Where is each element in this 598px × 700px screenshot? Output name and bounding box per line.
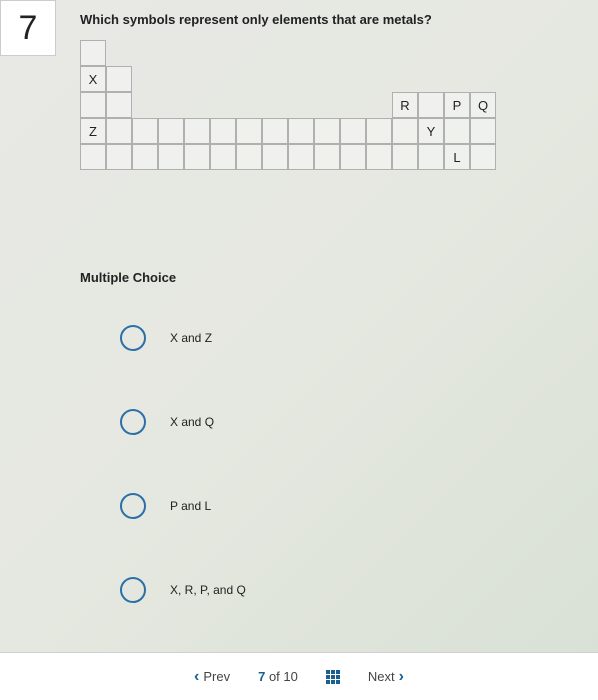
ptable-cell [236,118,262,144]
ptable-cell [470,118,496,144]
ptable-cell [158,118,184,144]
ptable-cell [366,144,392,170]
footer-nav: ‹ Prev 7 of 10 Next › [0,652,598,700]
choice-row[interactable]: X and Q [120,409,246,435]
choice-label: X and Q [170,415,214,429]
radio-button[interactable] [120,325,146,351]
ptable-cell [80,40,106,66]
ptable-cell [106,144,132,170]
grid-icon[interactable] [326,670,340,684]
page-counter: 7 of 10 [258,669,298,684]
current-page: 7 [258,669,265,684]
ptable-cell [184,118,210,144]
ptable-cell [106,66,132,92]
ptable-cell: L [444,144,470,170]
ptable-cell [444,118,470,144]
chevron-left-icon: ‹ [194,668,199,686]
ptable-cell [210,144,236,170]
ptable-cell [392,118,418,144]
ptable-cell [418,144,444,170]
ptable-cell [132,118,158,144]
ptable-cell: R [392,92,418,118]
ptable-cell [80,92,106,118]
ptable-cell [340,118,366,144]
ptable-cell [314,144,340,170]
choice-label: X, R, P, and Q [170,583,246,597]
question-number-box: 7 [0,0,56,56]
choice-label: P and L [170,499,211,513]
chevron-right-icon: › [399,668,404,686]
prev-button[interactable]: ‹ Prev [194,668,230,686]
ptable-cell [288,118,314,144]
ptable-cell [366,118,392,144]
ptable-cell: X [80,66,106,92]
ptable-cell: Z [80,118,106,144]
ptable-cell: Q [470,92,496,118]
ptable-cell [470,144,496,170]
choice-row[interactable]: P and L [120,493,246,519]
ptable-cell [418,92,444,118]
total-pages: 10 [283,669,297,684]
choices-list: X and Z X and Q P and L X, R, P, and Q [120,325,246,603]
question-number: 7 [19,9,38,48]
next-label: Next [368,669,395,684]
question-text: Which symbols represent only elements th… [80,12,432,27]
ptable-cell [80,144,106,170]
ptable-cell [106,92,132,118]
ptable-cell [392,144,418,170]
periodic-table-diagram: X RPQY Z L [80,40,560,180]
ptable-cell [158,144,184,170]
ptable-cell [210,118,236,144]
next-button[interactable]: Next › [368,668,404,686]
of-label: of [269,669,280,684]
radio-button[interactable] [120,409,146,435]
choice-row[interactable]: X and Z [120,325,246,351]
ptable-cell [132,144,158,170]
ptable-cell [262,144,288,170]
ptable-cell [314,118,340,144]
ptable-cell [106,118,132,144]
radio-button[interactable] [120,493,146,519]
ptable-cell [340,144,366,170]
ptable-cell: P [444,92,470,118]
choice-label: X and Z [170,331,212,345]
ptable-cell [236,144,262,170]
ptable-cell [262,118,288,144]
section-label: Multiple Choice [80,270,176,285]
ptable-cell [184,144,210,170]
ptable-cell: Y [418,118,444,144]
choice-row[interactable]: X, R, P, and Q [120,577,246,603]
prev-label: Prev [203,669,230,684]
ptable-cell [288,144,314,170]
radio-button[interactable] [120,577,146,603]
